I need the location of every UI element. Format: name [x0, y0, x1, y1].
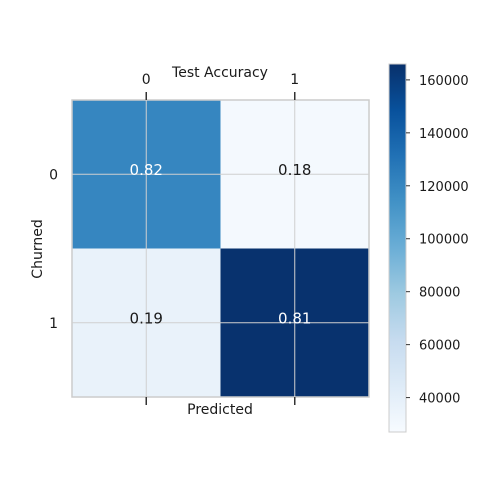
y-tick-label: 1 [49, 316, 58, 332]
colorbar-tick-label: 60000 [419, 339, 460, 354]
x-tick-label: 0 [142, 72, 151, 88]
colorbar-tick-label: 140000 [419, 127, 469, 142]
y-axis-label: Churned [30, 219, 46, 278]
colorbar-ticks: 40000 60000 80000 100000 120000 140000 160000 [406, 74, 469, 407]
cell-value-label: 0.82 [130, 161, 163, 179]
cell-value-label: 0.19 [130, 309, 163, 327]
x-tick-label: 1 [290, 72, 299, 88]
axis-ticks: 0 0 1 1 [49, 72, 299, 405]
colorbar-tick-label: 100000 [419, 233, 469, 248]
chart-title: Test Accuracy [171, 65, 268, 81]
colorbar: 40000 60000 80000 100000 120000 140000 160000 [388, 63, 469, 433]
cell-value-label: 0.81 [278, 309, 311, 327]
heatmap-border [71, 99, 370, 398]
cell-value-label: 0.18 [278, 161, 311, 179]
y-tick-label: 0 [49, 167, 58, 183]
heatmap-gridlines [71, 99, 370, 398]
colorbar-tick-label: 120000 [419, 180, 469, 195]
heatmap-cell-labels: 0.82 0.18 0.19 0.81 [130, 161, 312, 328]
x-axis-label: Predicted [187, 402, 253, 418]
colorbar-tick-label: 80000 [419, 286, 460, 301]
colorbar-tick-label: 40000 [419, 392, 460, 407]
heatmap-cells [72, 100, 369, 397]
colorbar-tick-label: 160000 [419, 74, 469, 89]
colorbar-gradient [388, 63, 407, 433]
